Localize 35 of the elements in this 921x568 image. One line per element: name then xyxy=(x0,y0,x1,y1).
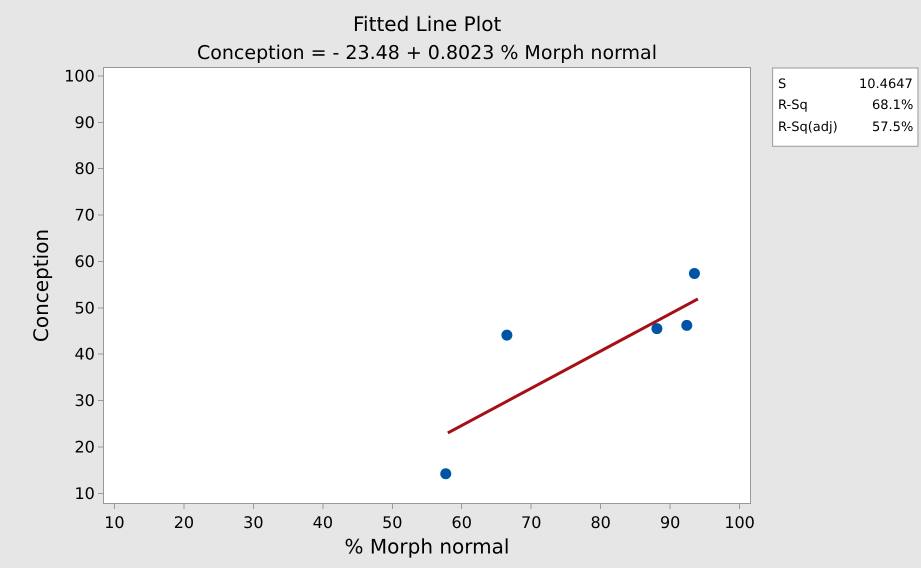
x-tick-label: 100 xyxy=(724,513,755,532)
y-tick-label: 40 xyxy=(74,344,95,364)
y-tick-label: 50 xyxy=(74,298,95,318)
text: 68.1% xyxy=(872,98,914,113)
x-tick-label: 80 xyxy=(590,513,611,532)
y-tick-label: 100 xyxy=(64,66,95,86)
point xyxy=(501,330,512,341)
y-tick-label: 20 xyxy=(74,437,95,456)
x-tick-label: 90 xyxy=(660,513,680,532)
chart-subtitle: Conception = - 23.48 + 0.8023 % Morph normal xyxy=(197,42,657,64)
x-tick-label: 50 xyxy=(382,513,402,532)
x-tick-label: 70 xyxy=(521,513,542,532)
text: R-Sq xyxy=(778,98,808,113)
y-tick-label: 80 xyxy=(74,159,95,178)
point xyxy=(681,320,692,331)
point xyxy=(688,268,700,279)
y-tick-label: 90 xyxy=(74,112,95,132)
y-tick-label: 60 xyxy=(74,252,95,271)
x-tick-label: 20 xyxy=(174,513,194,532)
text: R-Sq(adj) xyxy=(778,120,838,135)
point xyxy=(651,323,662,334)
point xyxy=(440,468,452,480)
text: 57.5% xyxy=(872,120,914,135)
y-tick-label: 30 xyxy=(74,391,95,410)
chart-title: Fitted Line Plot xyxy=(353,12,502,36)
y-tick-label: 10 xyxy=(74,484,95,503)
y-axis-title: Conception xyxy=(28,228,53,342)
y-tick-label: 70 xyxy=(74,206,95,225)
x-tick-label: 40 xyxy=(312,513,333,532)
x-tick-label: 10 xyxy=(104,513,125,532)
x-axis-title: % Morph normal xyxy=(344,534,510,559)
x-tick-label: 30 xyxy=(243,513,264,532)
x-tick-label: 60 xyxy=(452,513,472,532)
text: S xyxy=(778,77,786,92)
text: 10.4647 xyxy=(859,77,913,92)
